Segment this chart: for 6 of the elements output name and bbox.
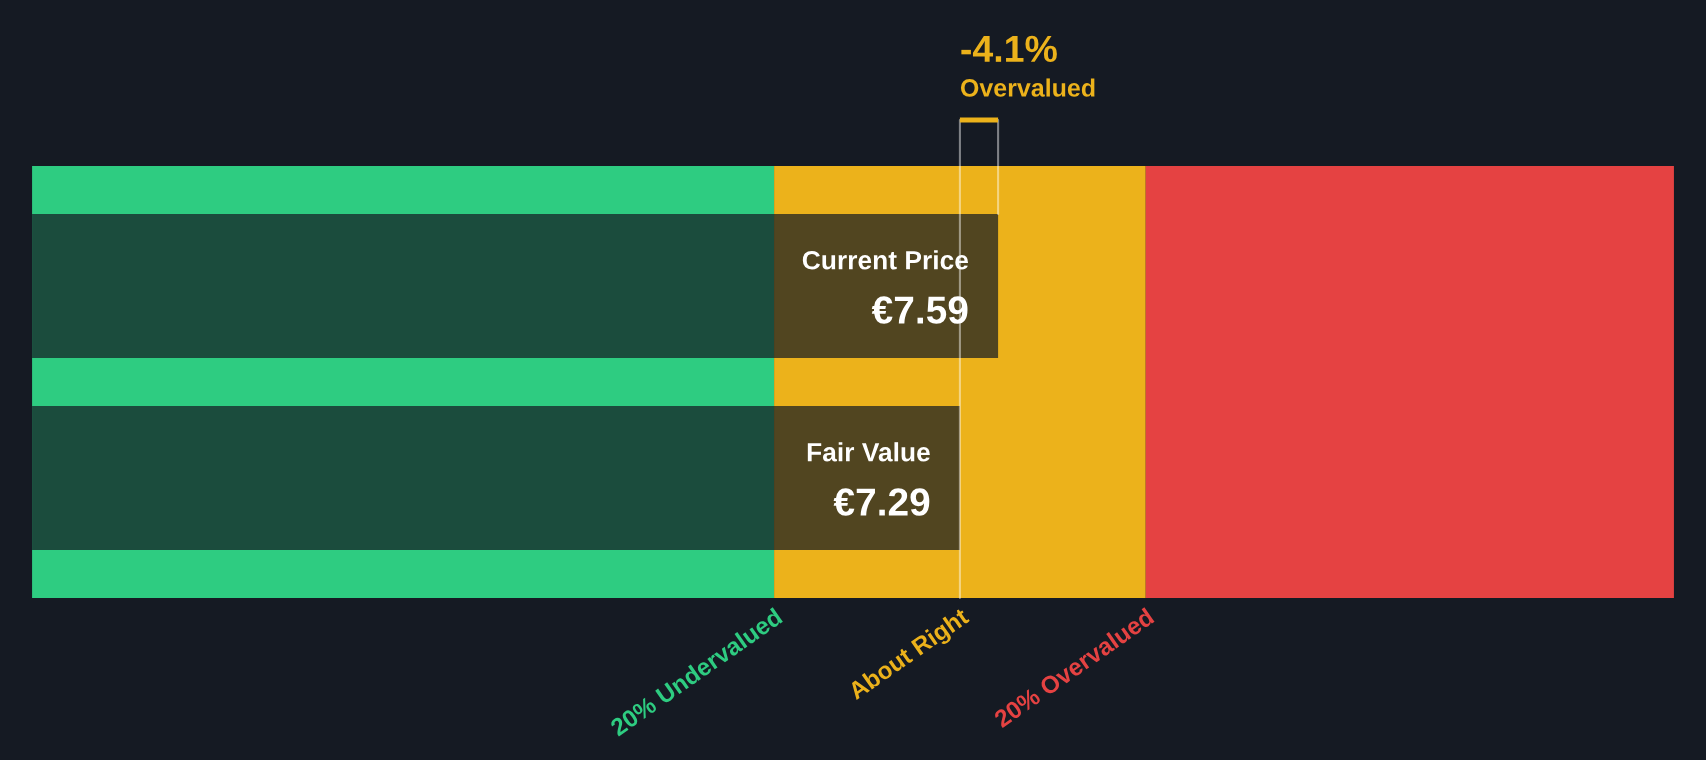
text: Overvalued (960, 78, 1095, 97)
data-label: €7.59 (871, 296, 968, 324)
data-label: €7.29 (833, 488, 930, 516)
text: -4.1% (961, 35, 1057, 63)
y-tick-label: Current Price (802, 250, 969, 270)
y-tick-label: Fair Value (807, 442, 930, 462)
